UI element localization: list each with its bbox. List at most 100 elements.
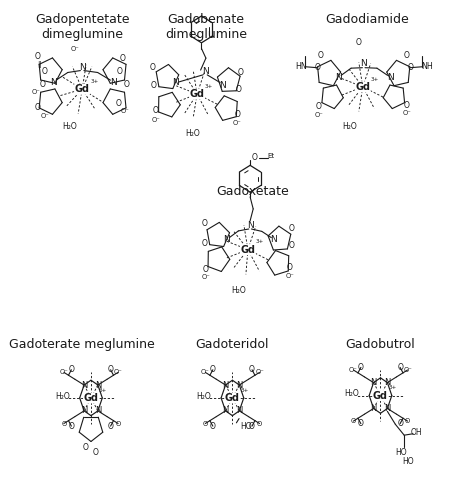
Text: O: O [358,419,364,428]
Text: 3+: 3+ [99,388,107,393]
Text: HO: HO [240,422,252,431]
Text: O: O [68,365,74,374]
Text: O: O [120,54,126,62]
Text: O⁻: O⁻ [121,108,129,114]
Text: O: O [116,99,121,108]
Text: N: N [370,404,377,413]
Text: Gadobenate
dimeglumine: Gadobenate dimeglumine [165,12,247,41]
Text: Gadoxetate: Gadoxetate [216,185,289,198]
Text: HN: HN [295,62,307,71]
Text: O: O [117,67,123,75]
Text: 3+: 3+ [389,385,397,390]
Text: O⁻: O⁻ [31,89,40,95]
Text: 3+: 3+ [240,388,249,393]
Text: N: N [384,404,391,413]
Text: O: O [39,80,46,89]
Text: O: O [203,265,209,274]
Text: O⁻: O⁻ [201,275,210,280]
Text: O: O [116,420,121,427]
Text: Gd: Gd [74,84,90,94]
Text: O: O [123,80,129,89]
Text: N: N [247,221,254,230]
Text: N: N [81,407,87,415]
Text: N: N [387,73,393,82]
Text: O: O [408,63,413,72]
Text: O: O [356,38,361,48]
Text: O: O [68,421,74,431]
Text: O: O [108,365,114,374]
Text: O: O [316,102,321,111]
Text: H₂O: H₂O [185,129,200,138]
Text: HO: HO [402,457,413,467]
Text: O⁻: O⁻ [255,370,264,375]
Text: O: O [235,109,241,119]
Text: O: O [252,153,258,162]
Text: O: O [249,365,255,374]
Text: 3+: 3+ [256,240,264,244]
Text: O: O [203,420,208,427]
Text: O: O [210,365,216,374]
Text: N: N [370,378,377,387]
Text: O: O [288,224,294,232]
Text: O: O [42,67,47,75]
Text: N: N [223,235,230,243]
Text: O⁻: O⁻ [71,46,80,51]
Text: N: N [335,73,342,82]
Text: O: O [35,103,41,112]
Text: H₂O: H₂O [196,392,211,400]
Text: O⁻: O⁻ [402,110,411,116]
Text: O: O [249,421,255,431]
Text: O: O [210,421,216,431]
Text: O: O [397,419,403,428]
Text: N: N [222,407,229,415]
Text: N: N [236,381,243,389]
Text: 3+: 3+ [90,79,99,84]
Text: N: N [50,78,57,86]
Text: H₂O: H₂O [345,389,359,398]
Text: H₂O: H₂O [55,392,70,400]
Text: N: N [109,78,117,86]
Text: N: N [360,60,367,68]
Text: NH: NH [421,62,433,71]
Text: Et: Et [268,153,275,159]
Text: N: N [222,381,229,389]
Text: Gadopentetate
dimeglumine: Gadopentetate dimeglumine [35,12,129,41]
Text: O⁻: O⁻ [403,367,412,373]
Text: O: O [83,443,89,452]
Text: H₂O: H₂O [232,286,246,295]
Text: ‖: ‖ [37,61,41,68]
Text: OH: OH [411,428,422,437]
Text: N: N [270,236,277,244]
Text: 3+: 3+ [205,84,213,89]
Text: O: O [405,418,410,424]
Text: H₂O: H₂O [342,121,357,131]
Text: O⁻: O⁻ [40,113,49,119]
Text: Gadoterate meglumine: Gadoterate meglumine [9,338,155,351]
Text: O: O [288,241,294,250]
Text: O: O [358,363,364,372]
Text: H₂O: H₂O [63,122,77,131]
Text: Gd: Gd [240,245,255,254]
Text: O: O [150,63,156,72]
Text: O: O [404,100,410,109]
Text: Gd: Gd [190,89,205,99]
Text: O: O [61,420,66,427]
Text: N: N [201,67,209,75]
Text: O: O [92,448,98,457]
Text: Gadodiamide: Gadodiamide [325,12,409,25]
Text: O: O [201,240,208,248]
Text: O⁻: O⁻ [114,370,122,375]
Text: N: N [236,407,243,415]
Text: N: N [79,63,85,72]
Text: Gd: Gd [225,393,240,403]
Text: O⁻: O⁻ [152,117,160,123]
Text: Gd: Gd [373,391,388,400]
Text: O: O [236,85,242,94]
Text: 3+: 3+ [371,77,379,82]
Text: O: O [152,106,158,115]
Text: O: O [397,363,403,372]
Text: O: O [351,418,356,424]
Text: O⁻: O⁻ [314,112,323,118]
Text: N: N [219,81,226,90]
Text: O⁻: O⁻ [349,367,358,373]
